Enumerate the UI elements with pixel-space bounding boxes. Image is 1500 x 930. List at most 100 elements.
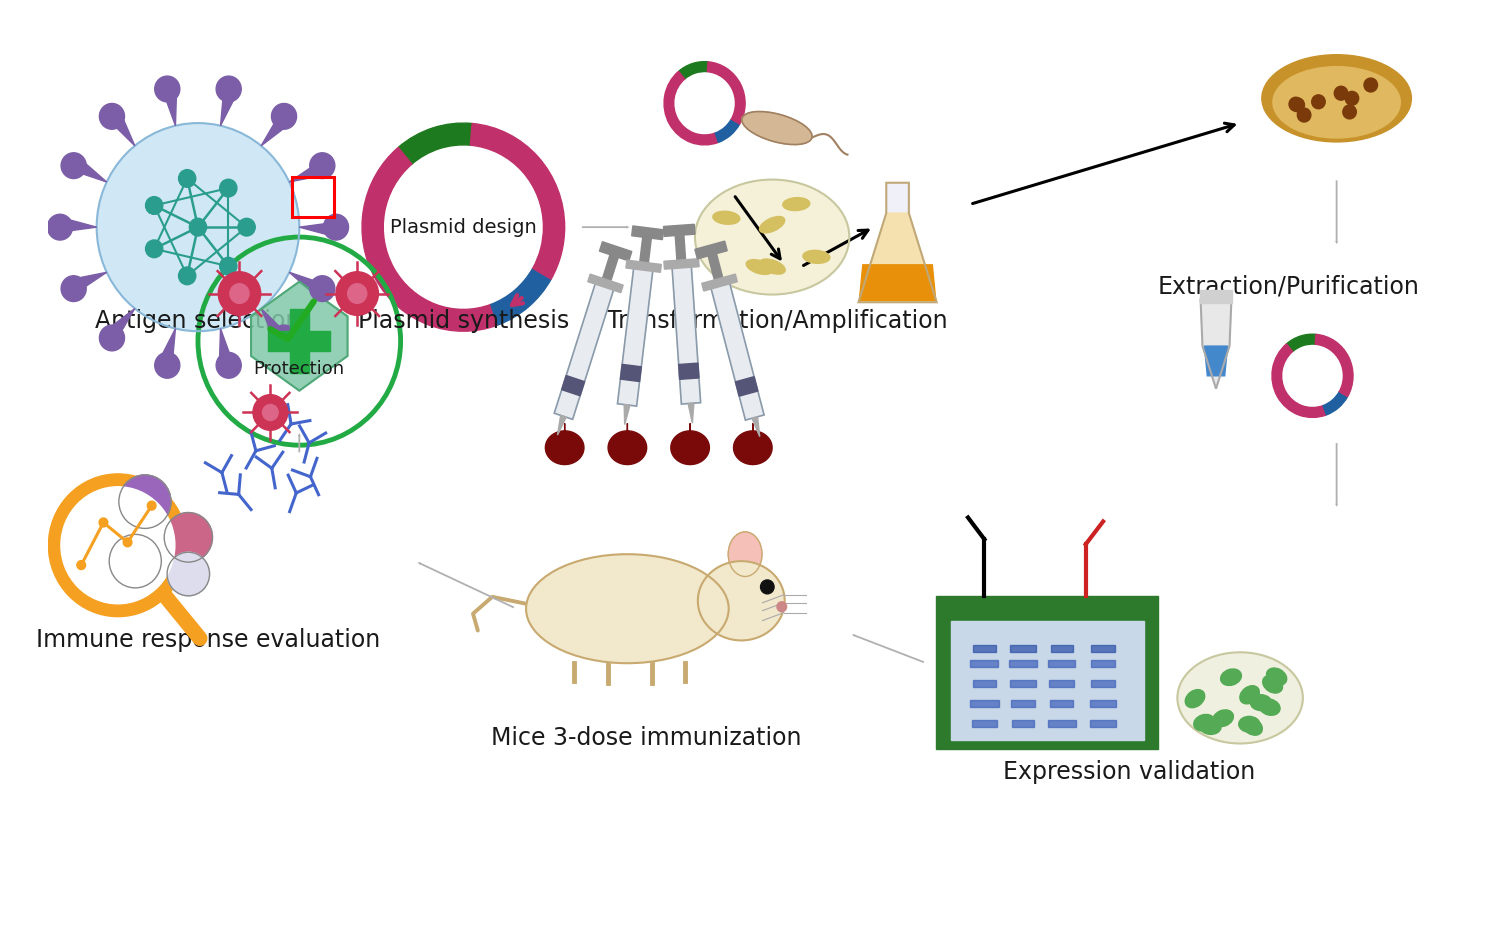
Ellipse shape (526, 554, 729, 663)
Circle shape (310, 153, 334, 179)
Bar (972, 720, 998, 726)
Polygon shape (588, 274, 622, 293)
Wedge shape (708, 61, 746, 124)
Polygon shape (108, 110, 135, 146)
Ellipse shape (1262, 55, 1412, 142)
Circle shape (336, 272, 378, 315)
Ellipse shape (802, 250, 830, 263)
Ellipse shape (1239, 716, 1260, 732)
Polygon shape (72, 157, 106, 182)
Polygon shape (624, 405, 630, 425)
Circle shape (777, 602, 786, 612)
Polygon shape (886, 183, 909, 213)
Bar (1050, 645, 1072, 652)
Wedge shape (1272, 344, 1326, 418)
Circle shape (118, 475, 171, 528)
Bar (1050, 700, 1072, 707)
Polygon shape (251, 282, 348, 391)
Wedge shape (532, 227, 564, 279)
Circle shape (1292, 98, 1305, 112)
Wedge shape (678, 61, 708, 79)
Ellipse shape (698, 561, 784, 641)
Bar (291, 177, 334, 217)
Polygon shape (261, 113, 291, 146)
Circle shape (164, 512, 213, 562)
Text: Expression validation: Expression validation (1004, 760, 1256, 784)
Polygon shape (608, 423, 646, 465)
Polygon shape (561, 376, 585, 396)
Polygon shape (60, 218, 96, 232)
Polygon shape (670, 423, 710, 465)
Circle shape (62, 153, 86, 179)
Bar (1090, 700, 1116, 707)
Polygon shape (639, 232, 652, 268)
Ellipse shape (742, 112, 812, 144)
Polygon shape (626, 260, 662, 272)
Ellipse shape (746, 259, 772, 274)
Polygon shape (105, 309, 135, 341)
Polygon shape (1204, 346, 1227, 376)
Polygon shape (858, 213, 936, 302)
Wedge shape (1323, 392, 1347, 415)
Circle shape (154, 352, 180, 379)
Ellipse shape (1178, 652, 1304, 743)
Circle shape (217, 272, 261, 315)
Ellipse shape (1258, 699, 1280, 715)
Polygon shape (672, 264, 700, 404)
Polygon shape (734, 423, 772, 465)
Ellipse shape (1221, 669, 1242, 685)
Circle shape (348, 284, 368, 303)
Circle shape (110, 535, 162, 588)
Polygon shape (706, 249, 724, 285)
Ellipse shape (759, 217, 784, 232)
Circle shape (272, 103, 297, 129)
Ellipse shape (694, 179, 849, 295)
Circle shape (99, 326, 124, 351)
Circle shape (216, 76, 242, 102)
Bar (1050, 680, 1074, 687)
Circle shape (62, 276, 86, 301)
Circle shape (99, 518, 108, 527)
Polygon shape (162, 86, 177, 126)
Circle shape (324, 214, 348, 240)
Bar (970, 660, 999, 667)
Wedge shape (398, 123, 472, 164)
Polygon shape (859, 265, 936, 300)
Bar (974, 645, 996, 652)
Polygon shape (290, 272, 324, 298)
Bar (936, 596, 1158, 750)
Bar (1200, 289, 1233, 303)
Circle shape (254, 394, 288, 431)
Text: Antigen selection: Antigen selection (96, 310, 300, 333)
Polygon shape (678, 363, 699, 379)
Circle shape (1364, 78, 1377, 92)
Polygon shape (664, 259, 699, 269)
Polygon shape (600, 242, 632, 261)
Text: Protection: Protection (254, 360, 345, 378)
Text: Extraction/Purification: Extraction/Purification (1158, 274, 1419, 299)
Polygon shape (632, 226, 663, 240)
Circle shape (178, 169, 196, 187)
Circle shape (99, 103, 124, 129)
Polygon shape (688, 403, 694, 423)
Circle shape (238, 219, 255, 236)
Polygon shape (702, 274, 738, 291)
Text: Mice 3-dose immunization: Mice 3-dose immunization (492, 725, 802, 750)
Text: Plasmid synthesis: Plasmid synthesis (357, 310, 568, 333)
Polygon shape (558, 416, 566, 435)
Circle shape (146, 196, 164, 214)
Circle shape (1298, 108, 1311, 122)
Circle shape (146, 240, 164, 258)
Polygon shape (618, 266, 652, 406)
Polygon shape (1200, 299, 1231, 389)
Polygon shape (663, 224, 694, 236)
Ellipse shape (728, 532, 762, 577)
Circle shape (48, 474, 188, 617)
Circle shape (96, 123, 300, 331)
Polygon shape (290, 161, 327, 182)
Bar (1011, 700, 1035, 707)
Polygon shape (621, 365, 642, 381)
Bar (974, 680, 996, 687)
Polygon shape (158, 328, 176, 366)
Bar (290, 310, 309, 373)
